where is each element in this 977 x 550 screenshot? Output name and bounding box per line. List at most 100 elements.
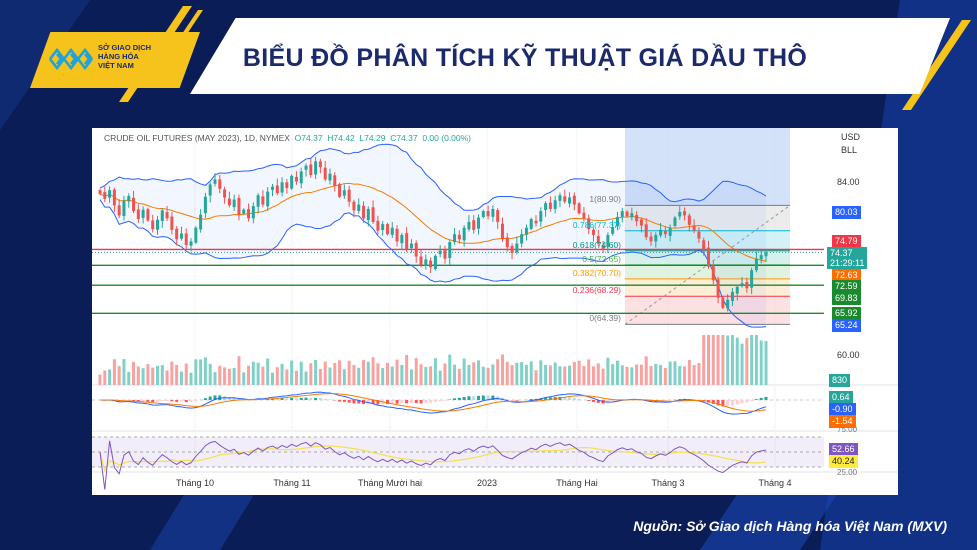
moving-average-line bbox=[99, 182, 767, 262]
volume-bar bbox=[208, 363, 212, 385]
macd-histogram-bar bbox=[453, 398, 457, 400]
macd-line bbox=[99, 391, 767, 415]
macd-histogram-bar bbox=[457, 397, 461, 400]
candle bbox=[635, 215, 639, 222]
candle bbox=[179, 233, 183, 239]
volume-bar bbox=[515, 362, 519, 385]
macd-histogram-bar bbox=[400, 400, 404, 404]
candle bbox=[342, 190, 346, 196]
symbol-label: CRUDE OIL FUTURES (MAY 2023), 1D, NYMEX bbox=[104, 133, 290, 143]
candle bbox=[122, 200, 126, 217]
fib-level-label: 0.5(72.65) bbox=[582, 253, 621, 264]
level-tag: 65.92 bbox=[832, 307, 861, 320]
candle bbox=[524, 227, 528, 235]
candle bbox=[630, 213, 634, 218]
volume-bar bbox=[328, 367, 332, 385]
volume-bar bbox=[764, 340, 768, 385]
candle bbox=[189, 241, 193, 246]
candle bbox=[716, 279, 720, 298]
volume-bar bbox=[318, 369, 322, 385]
volume-bar bbox=[338, 360, 342, 385]
volume-bar bbox=[170, 361, 174, 385]
candle bbox=[227, 198, 231, 206]
volume-bar bbox=[740, 343, 744, 385]
volume-bar bbox=[103, 370, 107, 385]
candle bbox=[611, 226, 615, 234]
macd-histogram-bar bbox=[750, 400, 754, 401]
volume-bar bbox=[491, 364, 495, 385]
volume-bar bbox=[707, 335, 711, 385]
macd-histogram-bar bbox=[429, 400, 433, 403]
macd-histogram-bar bbox=[165, 400, 169, 401]
macd-histogram-bar bbox=[299, 397, 303, 400]
chart-panel[interactable]: CRUDE OIL FUTURES (MAY 2023), 1D, NYMEX … bbox=[92, 128, 898, 495]
volume-bar bbox=[299, 361, 303, 385]
volume-bar bbox=[409, 369, 413, 385]
volume-bar bbox=[146, 364, 150, 385]
macd-signal-line bbox=[99, 393, 767, 412]
candle bbox=[745, 282, 749, 289]
macd-histogram-bar bbox=[127, 400, 131, 401]
rsi-tick: 25.00 bbox=[837, 468, 858, 477]
candle bbox=[625, 211, 629, 217]
volume-bar bbox=[390, 366, 394, 385]
volume-bar bbox=[539, 360, 543, 385]
volume-bar bbox=[189, 372, 193, 385]
candle bbox=[270, 186, 274, 190]
candle bbox=[108, 190, 112, 198]
macd-histogram-bar bbox=[270, 398, 274, 400]
volume-bar bbox=[194, 359, 198, 385]
header-banner bbox=[190, 18, 950, 94]
macd-histogram-bar bbox=[759, 397, 763, 400]
candle bbox=[582, 212, 586, 219]
macd-histogram-bar bbox=[232, 397, 236, 400]
macd-histogram-bar bbox=[515, 400, 519, 401]
candle bbox=[558, 195, 562, 201]
candle bbox=[409, 243, 413, 249]
logo: SỞ GIAO DỊCH HÀNG HÓA VIỆT NAM bbox=[30, 32, 200, 88]
candle bbox=[707, 247, 711, 267]
candle bbox=[644, 224, 648, 238]
volume-bar bbox=[266, 358, 270, 385]
macd-histogram-bar bbox=[136, 400, 140, 402]
macd-histogram-bar bbox=[395, 400, 399, 404]
macd-histogram-bar bbox=[730, 400, 734, 406]
macd-histogram-bar bbox=[203, 398, 207, 400]
macd-histogram-bar bbox=[505, 399, 509, 400]
volume-bar bbox=[179, 371, 183, 385]
volume-bar bbox=[625, 366, 629, 385]
signal-tag: -1.54 bbox=[829, 415, 856, 428]
macd-histogram-bar bbox=[740, 400, 744, 404]
candle bbox=[357, 204, 361, 211]
bollinger-lower-line bbox=[99, 199, 767, 328]
volume-bar bbox=[524, 364, 528, 385]
level-tag: 69.83 bbox=[832, 292, 861, 305]
unit-label: BLL bbox=[841, 145, 858, 155]
volume-bar bbox=[611, 364, 615, 385]
volume-bar bbox=[615, 360, 619, 385]
volume-bar bbox=[304, 371, 308, 385]
candle bbox=[218, 179, 222, 189]
candle bbox=[668, 227, 672, 236]
volume-bar bbox=[160, 365, 164, 385]
volume-bar bbox=[414, 358, 418, 385]
candle bbox=[385, 224, 389, 235]
volume-bar bbox=[184, 363, 188, 385]
volume-bar bbox=[108, 369, 112, 385]
macd-histogram-bar bbox=[419, 400, 423, 404]
volume-bar bbox=[649, 365, 653, 385]
volume-bar bbox=[366, 361, 370, 385]
candle bbox=[213, 179, 217, 184]
fib-level-label: 0.618(74.60) bbox=[572, 239, 621, 250]
macd-histogram-bar bbox=[438, 400, 442, 402]
price-chart[interactable] bbox=[92, 128, 898, 495]
candle bbox=[266, 191, 270, 207]
volume-bar bbox=[711, 335, 715, 385]
candle bbox=[155, 219, 159, 230]
macd-histogram-bar bbox=[678, 399, 682, 400]
volume-bar bbox=[280, 363, 284, 385]
volume-bar bbox=[630, 367, 634, 385]
volume-bar bbox=[256, 362, 260, 385]
candle bbox=[596, 236, 600, 244]
macd-histogram-bar bbox=[227, 396, 231, 400]
